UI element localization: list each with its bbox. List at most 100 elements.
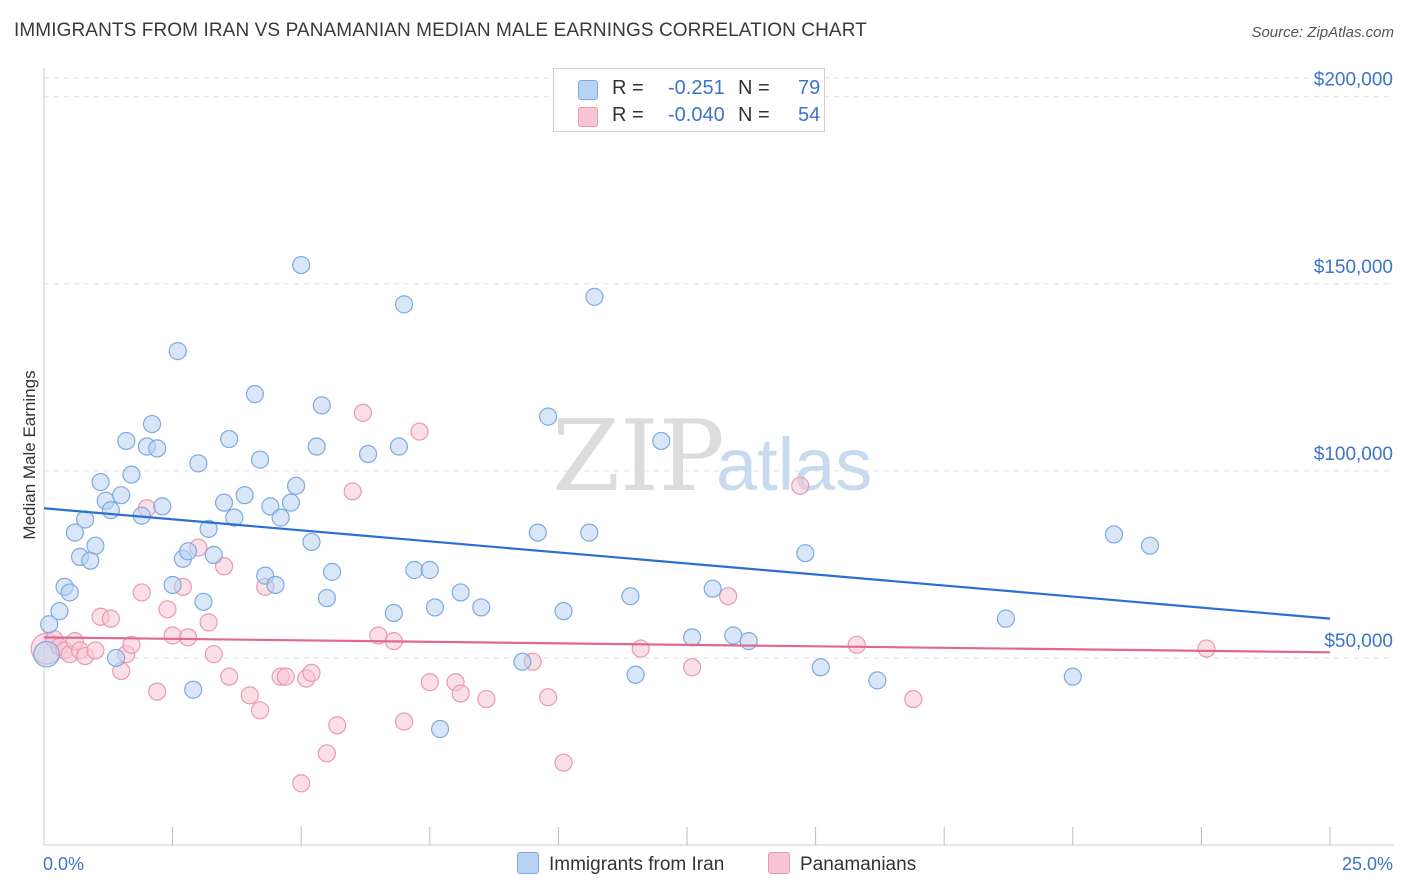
iran-point	[33, 640, 60, 668]
iran-point	[868, 671, 887, 690]
iran-point	[91, 472, 110, 492]
iran-point	[420, 560, 439, 580]
legend-n-label: N =	[738, 104, 770, 126]
panamanians-point	[204, 645, 223, 664]
iran-point	[317, 588, 337, 608]
iran-point	[322, 562, 342, 581]
iran-point	[292, 255, 311, 275]
panamanians-point	[394, 712, 414, 731]
iran-point	[122, 465, 141, 484]
y-tick-label: $100,000	[1314, 444, 1393, 465]
panamanians-point	[683, 658, 702, 677]
iran-point	[796, 544, 815, 563]
watermark-zip: ZIP	[552, 400, 725, 514]
panamanians-point	[240, 686, 259, 705]
iran-point	[112, 486, 131, 505]
legend-n-value: 79	[798, 77, 821, 99]
iran-point	[513, 652, 532, 671]
panamanians-point	[1197, 639, 1216, 658]
trend-lines	[43, 507, 1331, 654]
panamanians-point	[554, 753, 573, 772]
panamanians-point	[477, 689, 496, 709]
iran-point	[225, 508, 244, 527]
iran-point	[40, 615, 59, 634]
panamanians-point	[178, 628, 198, 647]
iran-point	[539, 407, 558, 426]
iran-point	[168, 342, 187, 361]
iran-point	[235, 486, 254, 505]
panamanians-point	[343, 482, 362, 501]
iran-point	[245, 385, 265, 404]
watermark-atlas: atlas	[716, 423, 872, 506]
trend-line-panamanians	[43, 636, 1331, 654]
panamanians-point	[791, 476, 810, 495]
iran-point	[724, 626, 743, 645]
legend-n-label: N =	[738, 77, 770, 99]
iran-point	[389, 437, 409, 456]
iran-point	[76, 510, 95, 529]
panamanians-point	[539, 688, 558, 707]
iran-point	[189, 454, 208, 473]
iran-point	[106, 648, 126, 668]
iran-point	[1140, 536, 1160, 555]
axes	[43, 68, 1394, 846]
panamanians-point	[132, 583, 151, 602]
y-axis-label: Median Male Earnings	[20, 370, 39, 539]
panamanians-point	[353, 403, 373, 422]
panamanians-point	[904, 689, 923, 709]
iran-point	[996, 609, 1016, 628]
bottom-legend-swatch-iran	[517, 852, 539, 874]
iran-point	[65, 523, 84, 542]
correlation-legend: R = -0.251 N = 79 R = -0.040 N = 54	[553, 68, 825, 132]
bottom-legend-label-panamanians: Panamanians	[800, 854, 917, 875]
legend-swatch-iran	[578, 80, 598, 100]
iran-point	[261, 497, 280, 516]
chart-title: IMMIGRANTS FROM IRAN VS PANAMANIAN MEDIA…	[14, 20, 867, 41]
iran-point	[142, 414, 162, 434]
iran-point	[683, 628, 702, 647]
iran-point	[184, 680, 203, 699]
iran-point	[266, 575, 285, 595]
legend-r-label: R =	[612, 77, 644, 99]
y-tick-labels: $50,000 $100,000 $150,000 $200,000	[1314, 70, 1393, 652]
iran-point	[626, 665, 645, 684]
panamanians-point	[122, 635, 141, 654]
bottom-legend-panamanians: Panamanians	[768, 852, 916, 876]
bottom-legend-swatch-panamanians	[768, 852, 790, 874]
y-tick-label: $50,000	[1324, 631, 1393, 652]
x-tick-labels: 0.0% 25.0%	[43, 854, 1393, 874]
iran-point	[281, 493, 301, 512]
iran-point	[302, 532, 321, 552]
panamanians-point	[199, 613, 218, 632]
iran-point	[430, 719, 450, 739]
panamanians-point	[328, 716, 347, 735]
iran-point	[250, 450, 270, 469]
iran-point	[271, 508, 290, 527]
iran-point	[1063, 667, 1082, 686]
iran-point	[178, 542, 198, 561]
panamanians-point	[158, 600, 177, 619]
iran-point	[117, 431, 136, 451]
panamanians-point	[220, 667, 239, 686]
panamanians-point	[631, 639, 650, 658]
panamanians-point	[276, 667, 295, 686]
iran-point	[472, 598, 491, 617]
iran-point	[194, 592, 213, 611]
panamanians-point	[148, 682, 167, 701]
x-tick-label-max: 25.0%	[1342, 854, 1393, 874]
iran-point	[60, 583, 79, 602]
iran-point	[554, 602, 573, 621]
iran-point	[703, 579, 722, 598]
iran-point	[312, 396, 331, 415]
iran-point	[358, 444, 378, 464]
iran-point	[451, 583, 470, 602]
series-panamanians-points	[30, 403, 1216, 793]
grid-lines	[44, 77, 1394, 659]
x-tick-label-min: 0.0%	[43, 854, 84, 874]
panamanians-point	[410, 422, 429, 441]
iran-point	[199, 519, 218, 538]
iran-point	[286, 476, 306, 495]
iran-point	[405, 560, 424, 580]
panamanians-point	[719, 587, 738, 606]
